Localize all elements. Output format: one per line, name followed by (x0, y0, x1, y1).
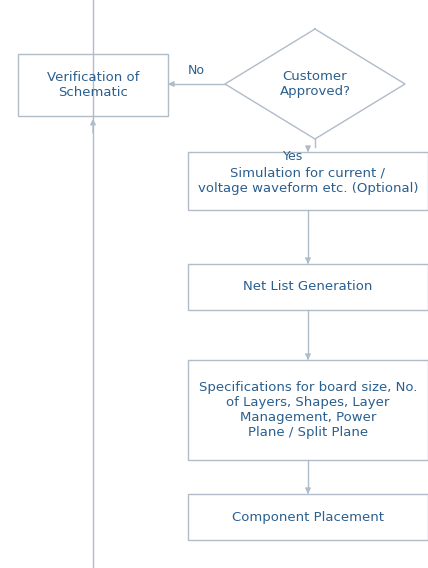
Text: Customer
Approved?: Customer Approved? (279, 70, 351, 98)
Text: Yes: Yes (283, 151, 303, 164)
Text: Specifications for board size, No.
of Layers, Shapes, Layer
Management, Power
Pl: Specifications for board size, No. of La… (199, 381, 417, 439)
FancyBboxPatch shape (188, 264, 428, 310)
Text: Net List Generation: Net List Generation (243, 281, 373, 294)
Text: Verification of
Schematic: Verification of Schematic (47, 71, 139, 99)
FancyBboxPatch shape (188, 152, 428, 210)
Text: Component Placement: Component Placement (232, 511, 384, 524)
FancyBboxPatch shape (18, 54, 168, 116)
Text: Simulation for current /
voltage waveform etc. (Optional): Simulation for current / voltage wavefor… (198, 167, 418, 195)
FancyBboxPatch shape (188, 360, 428, 460)
Text: No: No (188, 64, 205, 77)
FancyBboxPatch shape (188, 494, 428, 540)
